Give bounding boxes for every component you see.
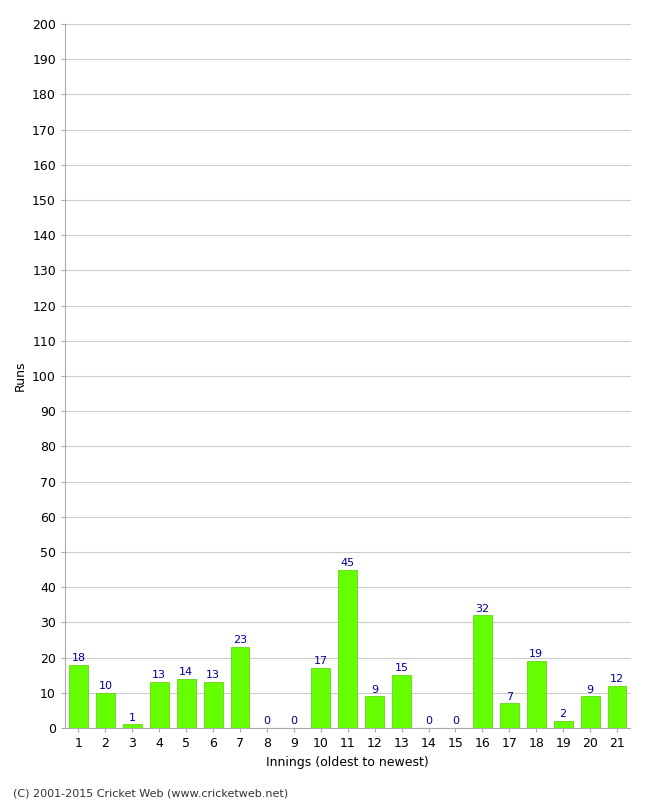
Text: 0: 0	[452, 716, 459, 726]
Bar	[96, 693, 115, 728]
Bar	[580, 696, 599, 728]
Bar	[392, 675, 411, 728]
Bar	[338, 570, 357, 728]
Text: 9: 9	[371, 685, 378, 694]
Text: 12: 12	[610, 674, 624, 684]
Text: 19: 19	[529, 650, 543, 659]
Text: 23: 23	[233, 635, 247, 646]
Text: 0: 0	[263, 716, 270, 726]
Text: 2: 2	[560, 710, 567, 719]
Bar	[608, 686, 627, 728]
Bar	[554, 721, 573, 728]
Text: 13: 13	[152, 670, 166, 681]
Text: (C) 2001-2015 Cricket Web (www.cricketweb.net): (C) 2001-2015 Cricket Web (www.cricketwe…	[13, 788, 288, 798]
Bar	[177, 678, 196, 728]
Text: 9: 9	[586, 685, 593, 694]
Text: 0: 0	[291, 716, 298, 726]
Text: 13: 13	[206, 670, 220, 681]
Bar	[150, 682, 168, 728]
Text: 0: 0	[425, 716, 432, 726]
Bar	[69, 665, 88, 728]
Text: 15: 15	[395, 663, 409, 674]
Bar	[203, 682, 222, 728]
Text: 45: 45	[341, 558, 355, 568]
Bar	[311, 668, 330, 728]
Text: 10: 10	[98, 681, 112, 691]
Text: 14: 14	[179, 667, 193, 677]
Bar	[365, 696, 384, 728]
Bar	[473, 615, 492, 728]
Text: 1: 1	[129, 713, 136, 722]
Bar	[231, 647, 250, 728]
Text: 17: 17	[314, 656, 328, 666]
Text: 7: 7	[506, 691, 513, 702]
X-axis label: Innings (oldest to newest): Innings (oldest to newest)	[266, 755, 429, 769]
Y-axis label: Runs: Runs	[14, 361, 27, 391]
Text: 18: 18	[72, 653, 86, 663]
Bar	[500, 703, 519, 728]
Bar	[526, 661, 545, 728]
Bar	[123, 725, 142, 728]
Text: 32: 32	[475, 604, 489, 614]
